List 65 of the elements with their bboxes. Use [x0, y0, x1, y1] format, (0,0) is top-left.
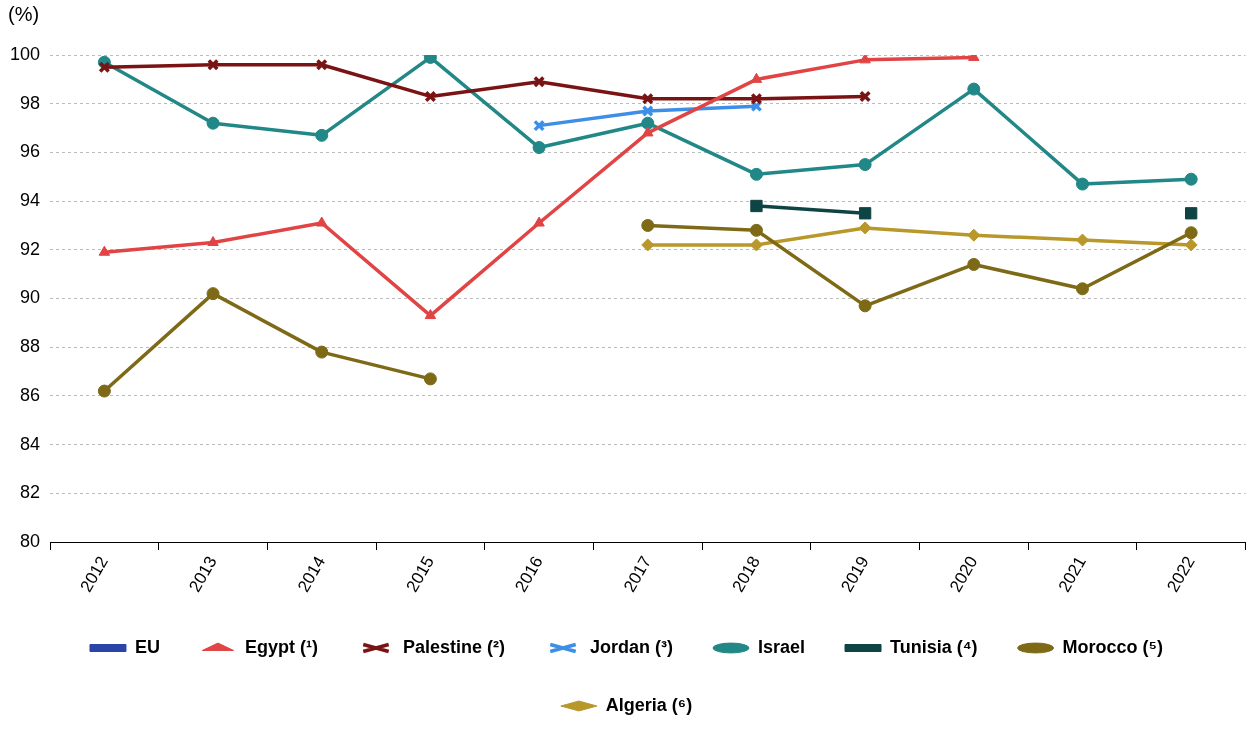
point [97, 384, 111, 398]
point [206, 287, 220, 301]
point [641, 218, 655, 232]
point [967, 82, 981, 96]
point [207, 58, 220, 71]
legend-label: Palestine (²) [402, 636, 505, 657]
point [967, 228, 981, 242]
point [1075, 233, 1089, 247]
y-tick-label: 82 [20, 482, 41, 503]
point [859, 90, 872, 103]
point [98, 245, 111, 256]
point [641, 105, 654, 117]
point [423, 372, 437, 386]
point [642, 126, 654, 137]
point [98, 61, 111, 74]
point [206, 116, 220, 130]
legend-label: Tunisia (⁴) [890, 636, 978, 657]
point [315, 58, 328, 71]
point [859, 55, 871, 64]
point [424, 309, 437, 320]
point [316, 216, 328, 227]
y-tick-label: 92 [20, 238, 41, 259]
point [1185, 207, 1198, 220]
point [1184, 172, 1198, 186]
legend-label: Israel [757, 636, 806, 657]
point [1184, 226, 1198, 240]
legend-label: EU [134, 636, 160, 657]
point [749, 223, 763, 237]
point [424, 90, 437, 103]
legend-label: Jordan (³) [589, 636, 673, 657]
point [532, 141, 546, 155]
point [858, 207, 872, 220]
y-tick-label: 90 [20, 287, 41, 308]
point [315, 345, 329, 359]
point [749, 167, 763, 181]
point [533, 216, 545, 227]
legend-label: Egypt (¹) [244, 636, 318, 657]
point [533, 75, 546, 88]
point [533, 119, 546, 132]
point [1075, 282, 1089, 296]
legend-label: Algeria (⁶) [605, 694, 693, 715]
point [750, 199, 763, 213]
y-tick-label: 94 [20, 190, 41, 211]
point [207, 236, 219, 247]
y-tick-label: 88 [20, 336, 41, 357]
y-axis-title: (%) [8, 2, 40, 25]
y-tick-label: 80 [20, 531, 41, 552]
point [641, 116, 655, 130]
y-tick-label: 96 [20, 141, 41, 162]
point [1075, 177, 1089, 191]
point [749, 238, 763, 252]
y-tick-label: 100 [9, 43, 41, 64]
point [967, 257, 981, 271]
point [641, 92, 654, 105]
point [858, 221, 872, 235]
point [858, 158, 872, 172]
y-tick-label: 84 [20, 433, 41, 454]
y-tick-label: 98 [20, 92, 41, 113]
point [858, 299, 872, 313]
point [641, 238, 655, 252]
legend-label: Morocco (⁵) [1062, 636, 1164, 657]
point [315, 128, 329, 142]
point [750, 92, 763, 105]
point [1184, 238, 1198, 252]
y-tick-label: 86 [20, 384, 41, 405]
